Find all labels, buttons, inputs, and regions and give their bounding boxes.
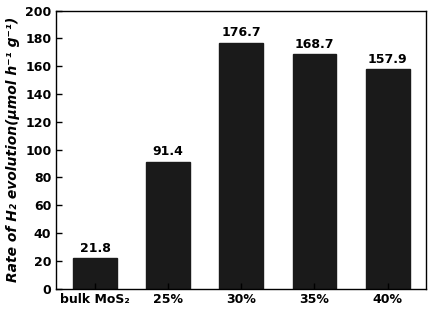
Text: 91.4: 91.4 [153, 145, 184, 158]
Text: 176.7: 176.7 [222, 27, 261, 40]
Bar [146, 162, 190, 289]
Text: 21.8: 21.8 [79, 242, 111, 255]
Y-axis label: Rate of H₂ evolution(μmol h⁻¹ g⁻¹): Rate of H₂ evolution(μmol h⁻¹ g⁻¹) [6, 17, 19, 282]
Text: 168.7: 168.7 [295, 37, 334, 51]
Text: 157.9: 157.9 [368, 53, 407, 66]
Bar [219, 43, 263, 289]
Bar [366, 69, 410, 289]
Bar [73, 258, 117, 289]
Bar [292, 54, 337, 289]
